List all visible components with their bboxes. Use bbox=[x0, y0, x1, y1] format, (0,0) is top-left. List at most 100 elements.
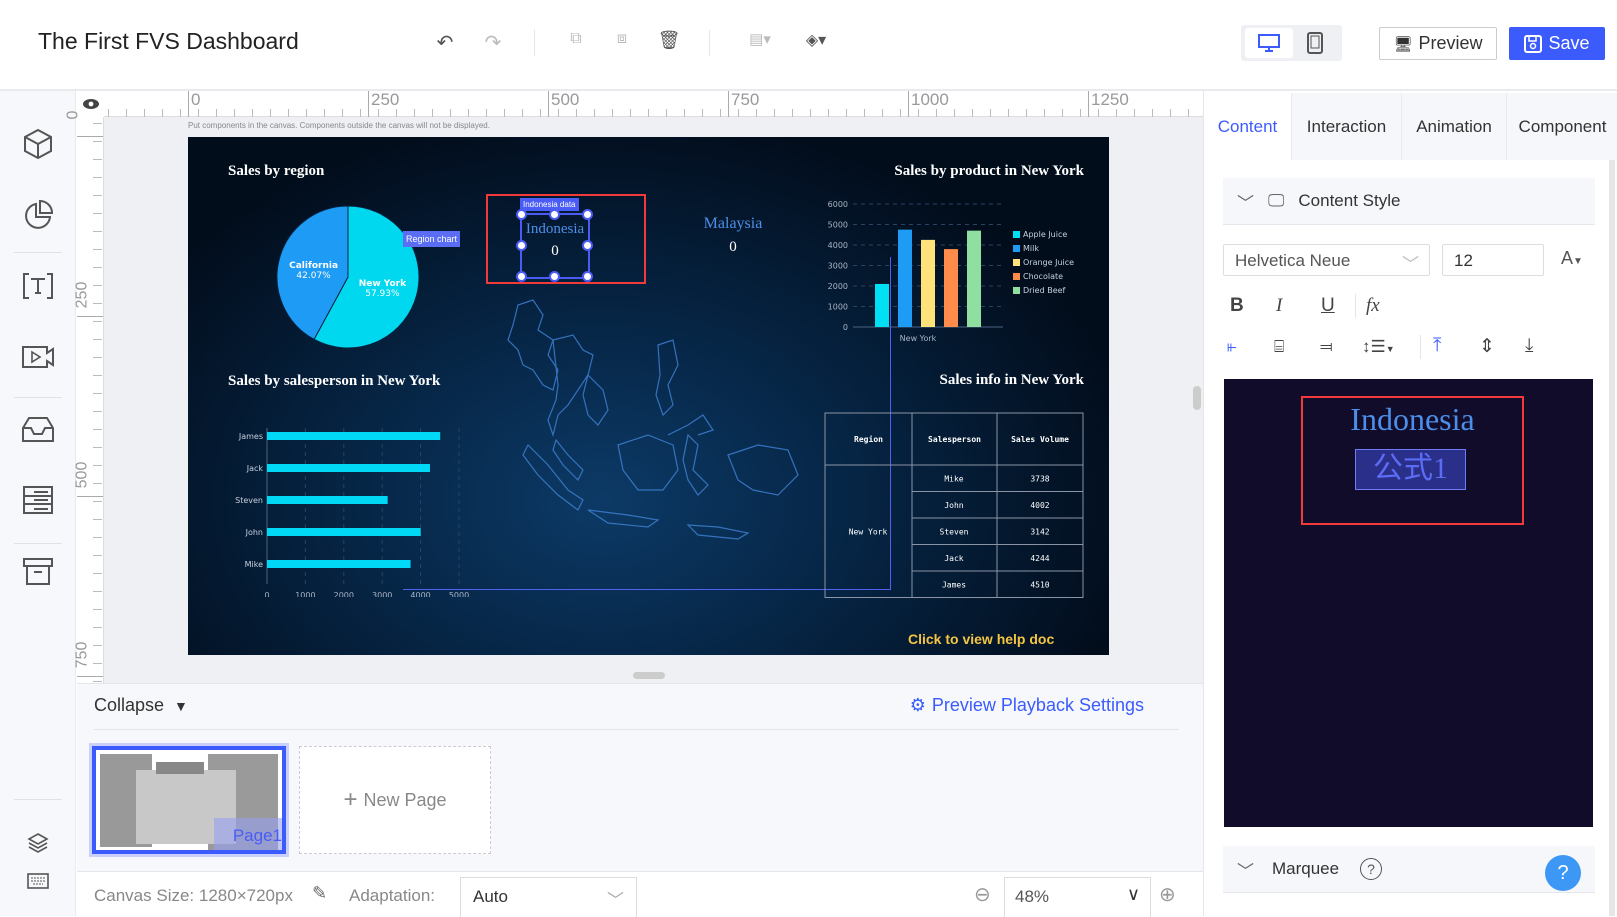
vertical-ruler[interactable]: 0 250 500 750 bbox=[64, 111, 104, 683]
layer-order-icon[interactable]: ◈▾ bbox=[805, 32, 827, 49]
bar-orange-juice bbox=[921, 239, 935, 327]
marquee-section[interactable]: ﹀ Marquee ? bbox=[1223, 846, 1595, 893]
archive-icon[interactable] bbox=[20, 553, 56, 589]
canvas-size-label: Canvas Size: 1280×720px bbox=[94, 886, 293, 905]
group-icon[interactable]: ⧉ bbox=[570, 30, 582, 47]
edit-pencil-icon[interactable]: ✎ bbox=[312, 883, 328, 903]
ruler-label: 250 bbox=[73, 277, 103, 317]
plus-icon: + bbox=[343, 786, 358, 813]
table-cell: Jack bbox=[944, 554, 963, 563]
align-right-icon[interactable]: ⫤ bbox=[1320, 337, 1333, 356]
align-left-icon[interactable]: ⫦ bbox=[1227, 337, 1237, 356]
horizontal-ruler[interactable]: 0 250 500 750 1000 1250 bbox=[104, 91, 1203, 117]
align-icon[interactable]: ▤▾ bbox=[749, 31, 771, 48]
table-header: Sales Volume bbox=[1011, 435, 1069, 444]
text-icon[interactable] bbox=[20, 268, 56, 304]
legend-swatch bbox=[1013, 259, 1020, 266]
properties-panel: Content Interaction Animation Component … bbox=[1203, 91, 1617, 916]
dashboard-canvas[interactable]: Sales by region New York 57.93% California… bbox=[188, 137, 1109, 655]
ruler-tick bbox=[93, 591, 102, 592]
dashboard-title[interactable]: The First FVS Dashboard bbox=[38, 28, 299, 54]
new-page-button[interactable]: + New Page bbox=[299, 746, 491, 854]
sales-info-table[interactable]: Region Salesperson Sales Volume New York Mik… bbox=[824, 412, 1086, 602]
preview-button[interactable]: 🖥 Preview bbox=[1379, 27, 1497, 60]
ruler-tick bbox=[126, 109, 127, 117]
collapse-toggle[interactable]: Collapse ▼ bbox=[94, 695, 188, 716]
save-button[interactable]: Save bbox=[1509, 27, 1605, 60]
font-color-button[interactable]: A▼ bbox=[1561, 248, 1583, 268]
ruler-tick bbox=[1098, 109, 1099, 117]
align-top-icon[interactable]: ⤒ bbox=[1433, 335, 1442, 356]
region-chart-tag: Region chart bbox=[403, 231, 461, 247]
tab-component[interactable]: Component bbox=[1507, 93, 1617, 160]
question-icon[interactable]: ? bbox=[1360, 858, 1382, 880]
preview-formula[interactable]: 公式1 bbox=[1355, 449, 1466, 490]
font-size-input[interactable]: 12 bbox=[1442, 244, 1544, 276]
highlight-box bbox=[1301, 396, 1524, 525]
tab-animation[interactable]: Animation bbox=[1402, 93, 1507, 160]
product-bar-chart[interactable]: 0 1000 2000 3000 4000 5000 6000 Apple Juice Milk… bbox=[798, 192, 1098, 352]
tab-interaction[interactable]: Interaction bbox=[1292, 93, 1402, 160]
ruler-tick bbox=[594, 109, 595, 117]
content-style-section[interactable]: ﹀ 🖵 Content Style bbox=[1223, 178, 1595, 225]
list-icon[interactable] bbox=[20, 482, 56, 518]
line-height-icon[interactable]: ↕☰▼ bbox=[1362, 337, 1395, 356]
pie-chart-icon[interactable] bbox=[20, 197, 56, 233]
vertical-scrollbar[interactable] bbox=[1193, 386, 1201, 410]
trash-icon[interactable]: 🗑 bbox=[657, 30, 681, 50]
device-toggle bbox=[1241, 25, 1342, 61]
zoom-in-icon[interactable]: ⊕ bbox=[1159, 884, 1176, 906]
font-family-select[interactable]: Helvetica Neue ﹀ bbox=[1223, 244, 1430, 276]
zoom-select[interactable]: 48% ∨ bbox=[1004, 877, 1151, 917]
zoom-out-icon[interactable]: ⊖ bbox=[974, 884, 991, 906]
desktop-mode-button[interactable] bbox=[1245, 28, 1293, 58]
content-preview[interactable]: Indonesia 公式1 bbox=[1224, 379, 1593, 827]
tab-content[interactable]: Content bbox=[1204, 93, 1292, 160]
mobile-mode-button[interactable] bbox=[1291, 28, 1339, 58]
cube-icon[interactable] bbox=[20, 126, 56, 162]
help-button[interactable]: ? bbox=[1545, 855, 1581, 891]
underline-icon[interactable]: U bbox=[1321, 295, 1335, 316]
align-middle-icon[interactable]: ⇕ bbox=[1479, 336, 1495, 357]
page-thumbnail-page1[interactable]: Page1 bbox=[89, 743, 289, 857]
y-tick-label: 4000 bbox=[828, 241, 848, 250]
help-doc-link[interactable]: Click to view help doc bbox=[908, 631, 1055, 647]
canvas-hint: Put components in the canvas. Components… bbox=[188, 121, 490, 130]
ruler-tick bbox=[93, 465, 102, 466]
align-bottom-icon[interactable]: ⤓ bbox=[1525, 335, 1534, 356]
resize-handle bbox=[582, 240, 593, 251]
ruler-tick bbox=[702, 109, 703, 117]
ruler-label: 0 bbox=[64, 97, 103, 137]
panel-scrollbar[interactable] bbox=[1609, 160, 1615, 916]
ungroup-icon[interactable]: ⧈ bbox=[616, 30, 628, 47]
eye-icon[interactable] bbox=[77, 91, 104, 117]
indonesia-component[interactable]: Indonesia data Indonesia 0 bbox=[516, 198, 593, 282]
undo-icon[interactable]: ↶ bbox=[436, 32, 454, 54]
ruler-tick bbox=[93, 645, 102, 646]
preview-title: Indonesia bbox=[1350, 401, 1475, 437]
ruler-tick bbox=[306, 109, 307, 117]
keyboard-icon[interactable] bbox=[26, 871, 50, 891]
salesperson-chart-title: Sales by salesperson in New York bbox=[228, 373, 441, 389]
ruler-tick bbox=[93, 537, 102, 538]
ruler-tick bbox=[864, 109, 865, 117]
malaysia-label[interactable]: Malaysia bbox=[703, 215, 763, 232]
preview-playback-settings-link[interactable]: ⚙ Preview Playback Settings bbox=[910, 695, 1144, 716]
italic-icon[interactable]: I bbox=[1276, 295, 1283, 316]
video-icon[interactable] bbox=[20, 339, 56, 375]
ruler-tick bbox=[1116, 109, 1117, 117]
y-tick-label: Jack bbox=[246, 464, 264, 473]
resize-handle bbox=[516, 209, 527, 220]
adaptation-select[interactable]: Auto ﹀ bbox=[460, 877, 637, 917]
formula-icon[interactable]: fx bbox=[1366, 295, 1380, 316]
inbox-icon[interactable] bbox=[20, 411, 56, 447]
align-center-icon[interactable]: ⌸ bbox=[1274, 337, 1285, 356]
bold-icon[interactable]: B bbox=[1230, 295, 1244, 316]
ruler-tick bbox=[93, 447, 102, 448]
redo-icon[interactable]: ↷ bbox=[484, 32, 502, 54]
layers-icon[interactable] bbox=[26, 831, 50, 855]
salesperson-bar-chart[interactable]: 0 1000 2000 3000 4000 5000 James Jack Steven John… bbox=[218, 417, 478, 597]
resize-handle[interactable] bbox=[633, 672, 665, 679]
adaptation-label: Adaptation: bbox=[349, 886, 436, 905]
